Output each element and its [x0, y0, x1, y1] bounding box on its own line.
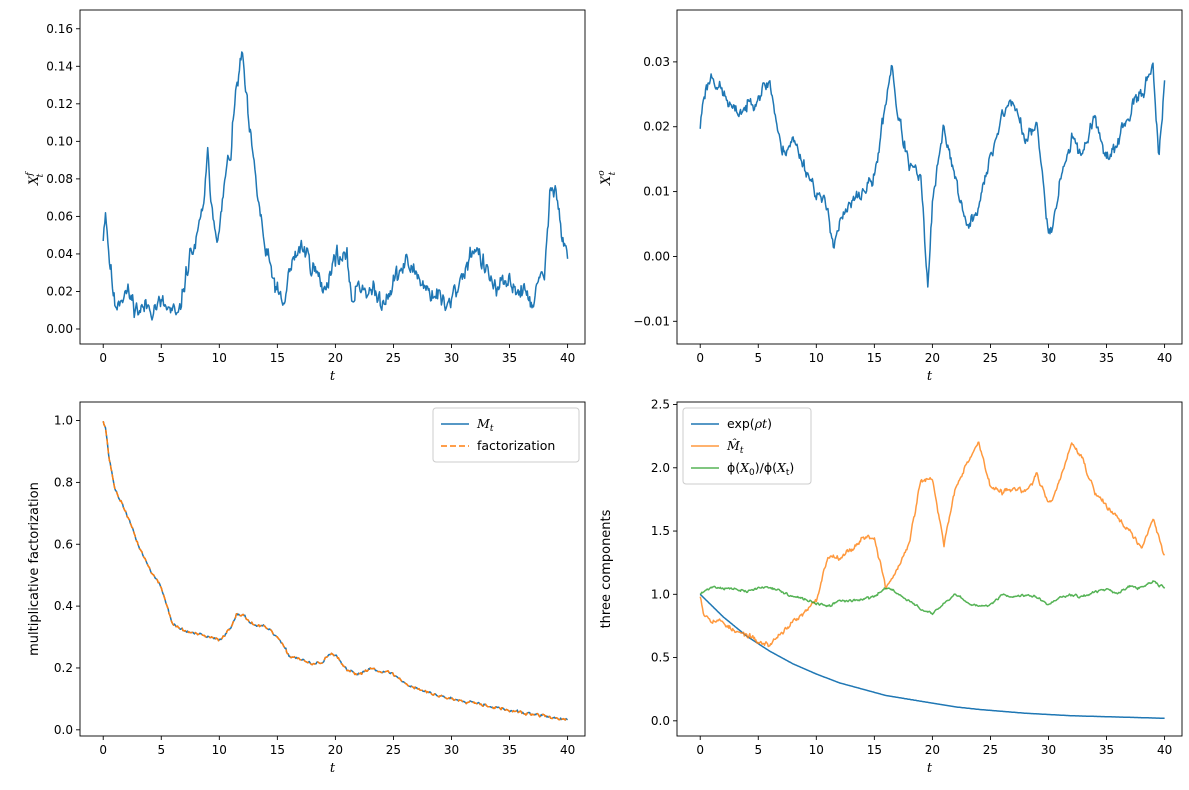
x-tick-label: 10 [212, 351, 227, 365]
x-tick-label: 25 [386, 743, 401, 757]
legend-entry-label: factorization [477, 438, 555, 453]
svg-text:three components: three components [599, 509, 614, 628]
x-tick-label: 5 [754, 743, 762, 757]
x-tick-label: 10 [212, 743, 227, 757]
y-tick-label: 2.5 [651, 398, 670, 412]
x-tick-label: 5 [754, 351, 762, 365]
x-tick-label: 10 [809, 743, 824, 757]
x-tick-label: 40 [560, 351, 575, 365]
axes-frame [79, 401, 586, 737]
svg-text:multiplicative factorization: multiplicative factorization [27, 482, 42, 656]
y-tick-label: 0.8 [54, 475, 73, 489]
y-tick-label: 0.08 [46, 172, 73, 186]
y-tick-label: 0.6 [54, 537, 73, 551]
subplot-top-left: 0 5 10 15 20 25 30 35 40 0.00 0.02 0.04 0.06 0.08 0.10… [25, 9, 586, 384]
x-axis-label: t [927, 369, 933, 384]
legend: exp(ρt) M̂t ϕ(X0)/ϕ(Xt) [682, 407, 812, 485]
y-tick-label: 0.4 [54, 599, 73, 613]
y-tick-label: 0.2 [54, 661, 73, 675]
svg-text:Xot: Xot [597, 170, 618, 186]
subplot-bottom-right: 0 5 10 15 20 25 30 35 40 0.0 0.5 1.0 1.5 2.0 2.5 t three… [599, 398, 1183, 776]
x-tick-label: 10 [809, 351, 824, 365]
x-tick-label: 25 [983, 351, 998, 365]
y-tick-label: 0.03 [643, 55, 670, 69]
x-tick-label: 40 [1157, 743, 1172, 757]
x-tick-label: 40 [1157, 351, 1172, 365]
y-tick-label: 0.12 [46, 97, 73, 111]
y-tick-label: 2.0 [651, 461, 670, 475]
legend: Mt factorization [432, 407, 580, 463]
y-tick-label: 0.01 [643, 185, 670, 199]
y-tick-label: 0.0 [651, 714, 670, 728]
series-line-2 [699, 580, 1166, 616]
y-tick-label: 0.0 [54, 723, 73, 737]
y-tick-label: 0.06 [46, 209, 73, 223]
y-tick-label: 1.0 [54, 414, 73, 428]
legend-entry-label: Mt [476, 416, 494, 434]
x-tick-label: 20 [328, 743, 343, 757]
y-tick-label: 0.02 [643, 120, 670, 134]
x-tick-label: 20 [328, 351, 343, 365]
series-line-0 [699, 593, 1165, 720]
y-axis-label: Xot [597, 170, 618, 186]
subplot-top-right: 0 5 10 15 20 25 30 35 40 −0.01 0.00 0.01 0.02 0.03 t Xo… [597, 9, 1183, 384]
y-tick-label: 0.02 [46, 284, 73, 298]
x-tick-label: 15 [867, 743, 882, 757]
x-axis-label: t [927, 761, 933, 776]
legend-entry-label: exp(ρt) [727, 416, 772, 431]
y-tick-label: 1.5 [651, 524, 670, 538]
x-tick-label: 15 [270, 351, 285, 365]
x-tick-label: 30 [444, 743, 459, 757]
series-line-0 [102, 421, 568, 721]
x-axis-label: t [330, 369, 336, 384]
legend-entry-label: ϕ(X0)/ϕ(Xt) [727, 460, 794, 478]
y-tick-label: 0.5 [651, 651, 670, 665]
x-tick-label: 30 [1041, 743, 1056, 757]
y-tick-label: 0.00 [46, 322, 73, 336]
x-tick-label: 0 [696, 743, 704, 757]
x-tick-label: 15 [867, 351, 882, 365]
x-tick-label: 5 [157, 743, 165, 757]
x-tick-label: 35 [502, 743, 517, 757]
axes-frame [676, 9, 1183, 345]
x-tick-label: 35 [1099, 351, 1114, 365]
y-axis-label: three components [599, 509, 614, 628]
axes-frame [676, 401, 1183, 737]
series-line-0 [699, 62, 1166, 288]
y-tick-label: 1.0 [651, 587, 670, 601]
y-axis-label: Xft [25, 171, 46, 186]
svg-text:Xft: Xft [25, 171, 46, 186]
y-tick-label: 0.04 [46, 247, 73, 261]
y-tick-label: 0.10 [46, 134, 73, 148]
x-tick-label: 25 [386, 351, 401, 365]
y-tick-label: 0.00 [643, 249, 670, 263]
y-tick-label: 0.16 [46, 22, 73, 36]
x-tick-label: 25 [983, 743, 998, 757]
x-tick-label: 5 [157, 351, 165, 365]
x-tick-label: 15 [270, 743, 285, 757]
x-tick-label: 40 [560, 743, 575, 757]
series-line-0 [102, 51, 569, 321]
y-axis-label: multiplicative factorization [27, 482, 42, 656]
x-tick-label: 35 [1099, 743, 1114, 757]
x-tick-label: 0 [696, 351, 704, 365]
x-axis-label: t [330, 761, 336, 776]
y-tick-label: −0.01 [633, 314, 670, 328]
x-tick-label: 20 [925, 743, 940, 757]
x-tick-label: 30 [1041, 351, 1056, 365]
axes-frame [79, 9, 586, 345]
x-tick-label: 0 [99, 351, 107, 365]
subplot-bottom-left: 0 5 10 15 20 25 30 35 40 0.0 0.2 0.4 0.6 0.8 1.0 t multi… [27, 401, 586, 776]
legend-entry-label: M̂t [726, 438, 744, 456]
x-tick-label: 0 [99, 743, 107, 757]
series-line-1 [699, 441, 1166, 648]
x-tick-label: 30 [444, 351, 459, 365]
x-tick-label: 20 [925, 351, 940, 365]
x-tick-label: 35 [502, 351, 517, 365]
y-tick-label: 0.14 [46, 59, 73, 73]
